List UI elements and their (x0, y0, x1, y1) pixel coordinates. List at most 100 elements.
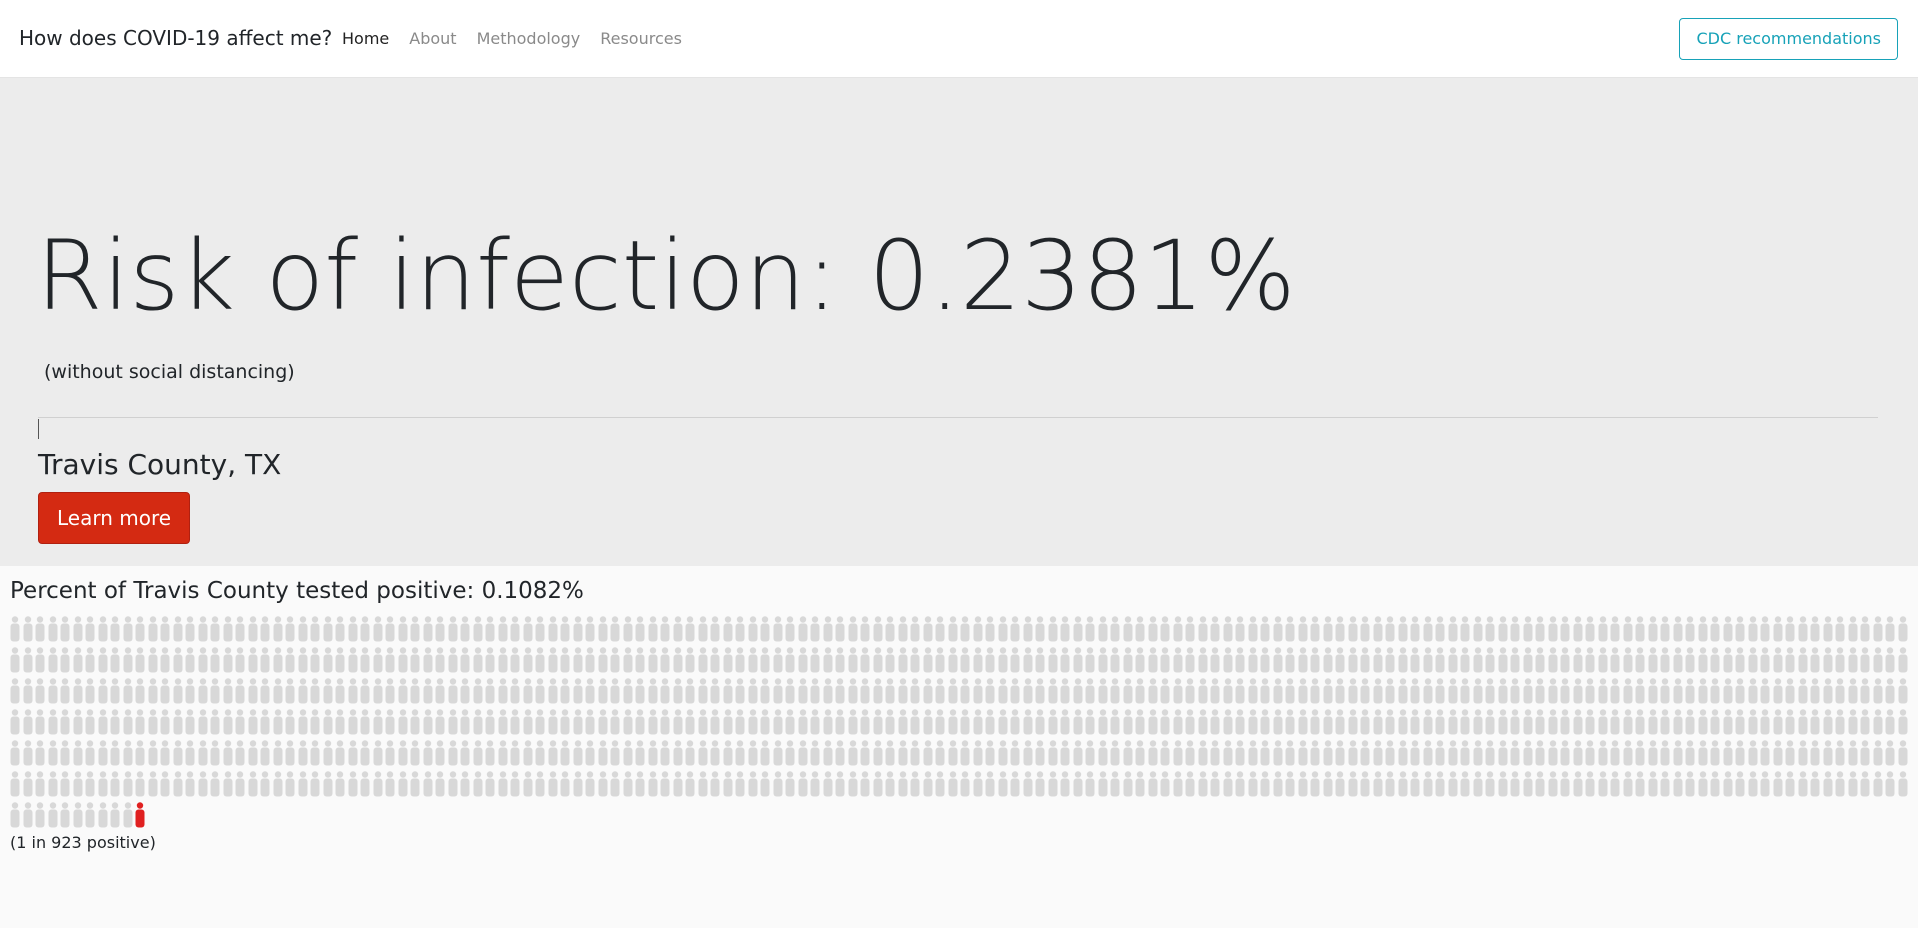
person-icon (1723, 647, 1732, 673)
person-icon (610, 709, 620, 735)
person-icon (485, 616, 495, 642)
person-icon (960, 740, 970, 766)
person-icon (1223, 709, 1232, 735)
person-icon (1548, 740, 1557, 766)
person-icon (48, 647, 57, 673)
person-icon (1473, 740, 1482, 766)
person-icon (1748, 771, 1757, 797)
person-icon (1585, 616, 1595, 642)
person-icon (198, 771, 207, 797)
person-icon (698, 709, 707, 735)
person-icon (1060, 740, 1070, 766)
person-icon (1685, 647, 1695, 673)
person-icon (1185, 616, 1195, 642)
person-icon (1323, 647, 1332, 673)
person-icon (873, 709, 882, 735)
person-icon (1223, 740, 1232, 766)
person-icon (1398, 616, 1407, 642)
person-icon (448, 616, 457, 642)
person-icon (1035, 616, 1045, 642)
person-icon (60, 616, 70, 642)
person-icon (1023, 678, 1032, 704)
person-icon (1360, 647, 1370, 673)
person-icon (398, 647, 407, 673)
person-icon (1823, 647, 1832, 673)
person-icon (285, 740, 295, 766)
person-icon (1885, 616, 1895, 642)
person-icon (1610, 647, 1620, 673)
person-icon (160, 740, 170, 766)
cdc-button[interactable]: CDC recommendations (1679, 18, 1898, 60)
person-icon (748, 771, 757, 797)
person-icon (935, 709, 945, 735)
person-icon (460, 616, 470, 642)
person-icon (1335, 647, 1345, 673)
person-icon (1348, 678, 1357, 704)
person-icon (1185, 678, 1195, 704)
person-icon (623, 740, 632, 766)
person-icon (723, 771, 732, 797)
learn-more-button[interactable]: Learn more (38, 492, 190, 544)
person-icon (560, 740, 570, 766)
person-icon (1610, 709, 1620, 735)
person-icon (198, 616, 207, 642)
person-icon (248, 647, 257, 673)
person-icon (1348, 740, 1357, 766)
person-icon (1348, 616, 1357, 642)
person-icon (223, 647, 232, 673)
person-icon (973, 616, 982, 642)
person-icon (185, 647, 195, 673)
person-icon (460, 647, 470, 673)
person-icon (423, 709, 432, 735)
person-icon (360, 771, 370, 797)
person-icon (1773, 771, 1782, 797)
navbar: How does COVID-19 affect me? Home About … (0, 0, 1918, 78)
person-icon (1560, 771, 1570, 797)
person-icon (898, 709, 907, 735)
person-icon (960, 771, 970, 797)
brand[interactable]: How does COVID-19 affect me? (19, 26, 333, 50)
nav-link[interactable]: About (409, 29, 457, 48)
person-icon (1673, 740, 1682, 766)
person-icon (335, 709, 345, 735)
person-icon (23, 740, 32, 766)
person-icon (198, 678, 207, 704)
person-icon (1823, 709, 1832, 735)
person-icon (1473, 678, 1482, 704)
person-icon (1123, 771, 1132, 797)
person-icon (35, 740, 45, 766)
person-icon (1085, 771, 1095, 797)
person-icon (1285, 647, 1295, 673)
person-icon (1423, 740, 1432, 766)
person-icon (798, 740, 807, 766)
person-icon (23, 802, 32, 828)
person-icon (710, 740, 720, 766)
person-icon (1023, 616, 1032, 642)
person-icon (1485, 678, 1495, 704)
person-icon (860, 771, 870, 797)
person-icon (573, 709, 582, 735)
nav-link[interactable]: Methodology (476, 29, 581, 48)
person-icon (1260, 616, 1270, 642)
person-icon (385, 616, 395, 642)
person-icon (1510, 709, 1520, 735)
person-icon (1185, 740, 1195, 766)
person-icon (1273, 771, 1282, 797)
person-icon (1848, 709, 1857, 735)
person-icon (760, 647, 770, 673)
person-icon (1073, 616, 1082, 642)
person-icon (1210, 709, 1220, 735)
nav-link[interactable]: Home (342, 29, 390, 48)
person-icon (35, 678, 45, 704)
person-icon (910, 771, 920, 797)
person-icon (285, 771, 295, 797)
person-icon (1648, 771, 1657, 797)
person-icon (123, 678, 132, 704)
person-icon (1785, 771, 1795, 797)
nav-link[interactable]: Resources (600, 29, 682, 48)
person-icon (460, 771, 470, 797)
person-icon (85, 740, 95, 766)
person-icon (1373, 740, 1382, 766)
person-icon (935, 771, 945, 797)
person-icon (148, 740, 157, 766)
